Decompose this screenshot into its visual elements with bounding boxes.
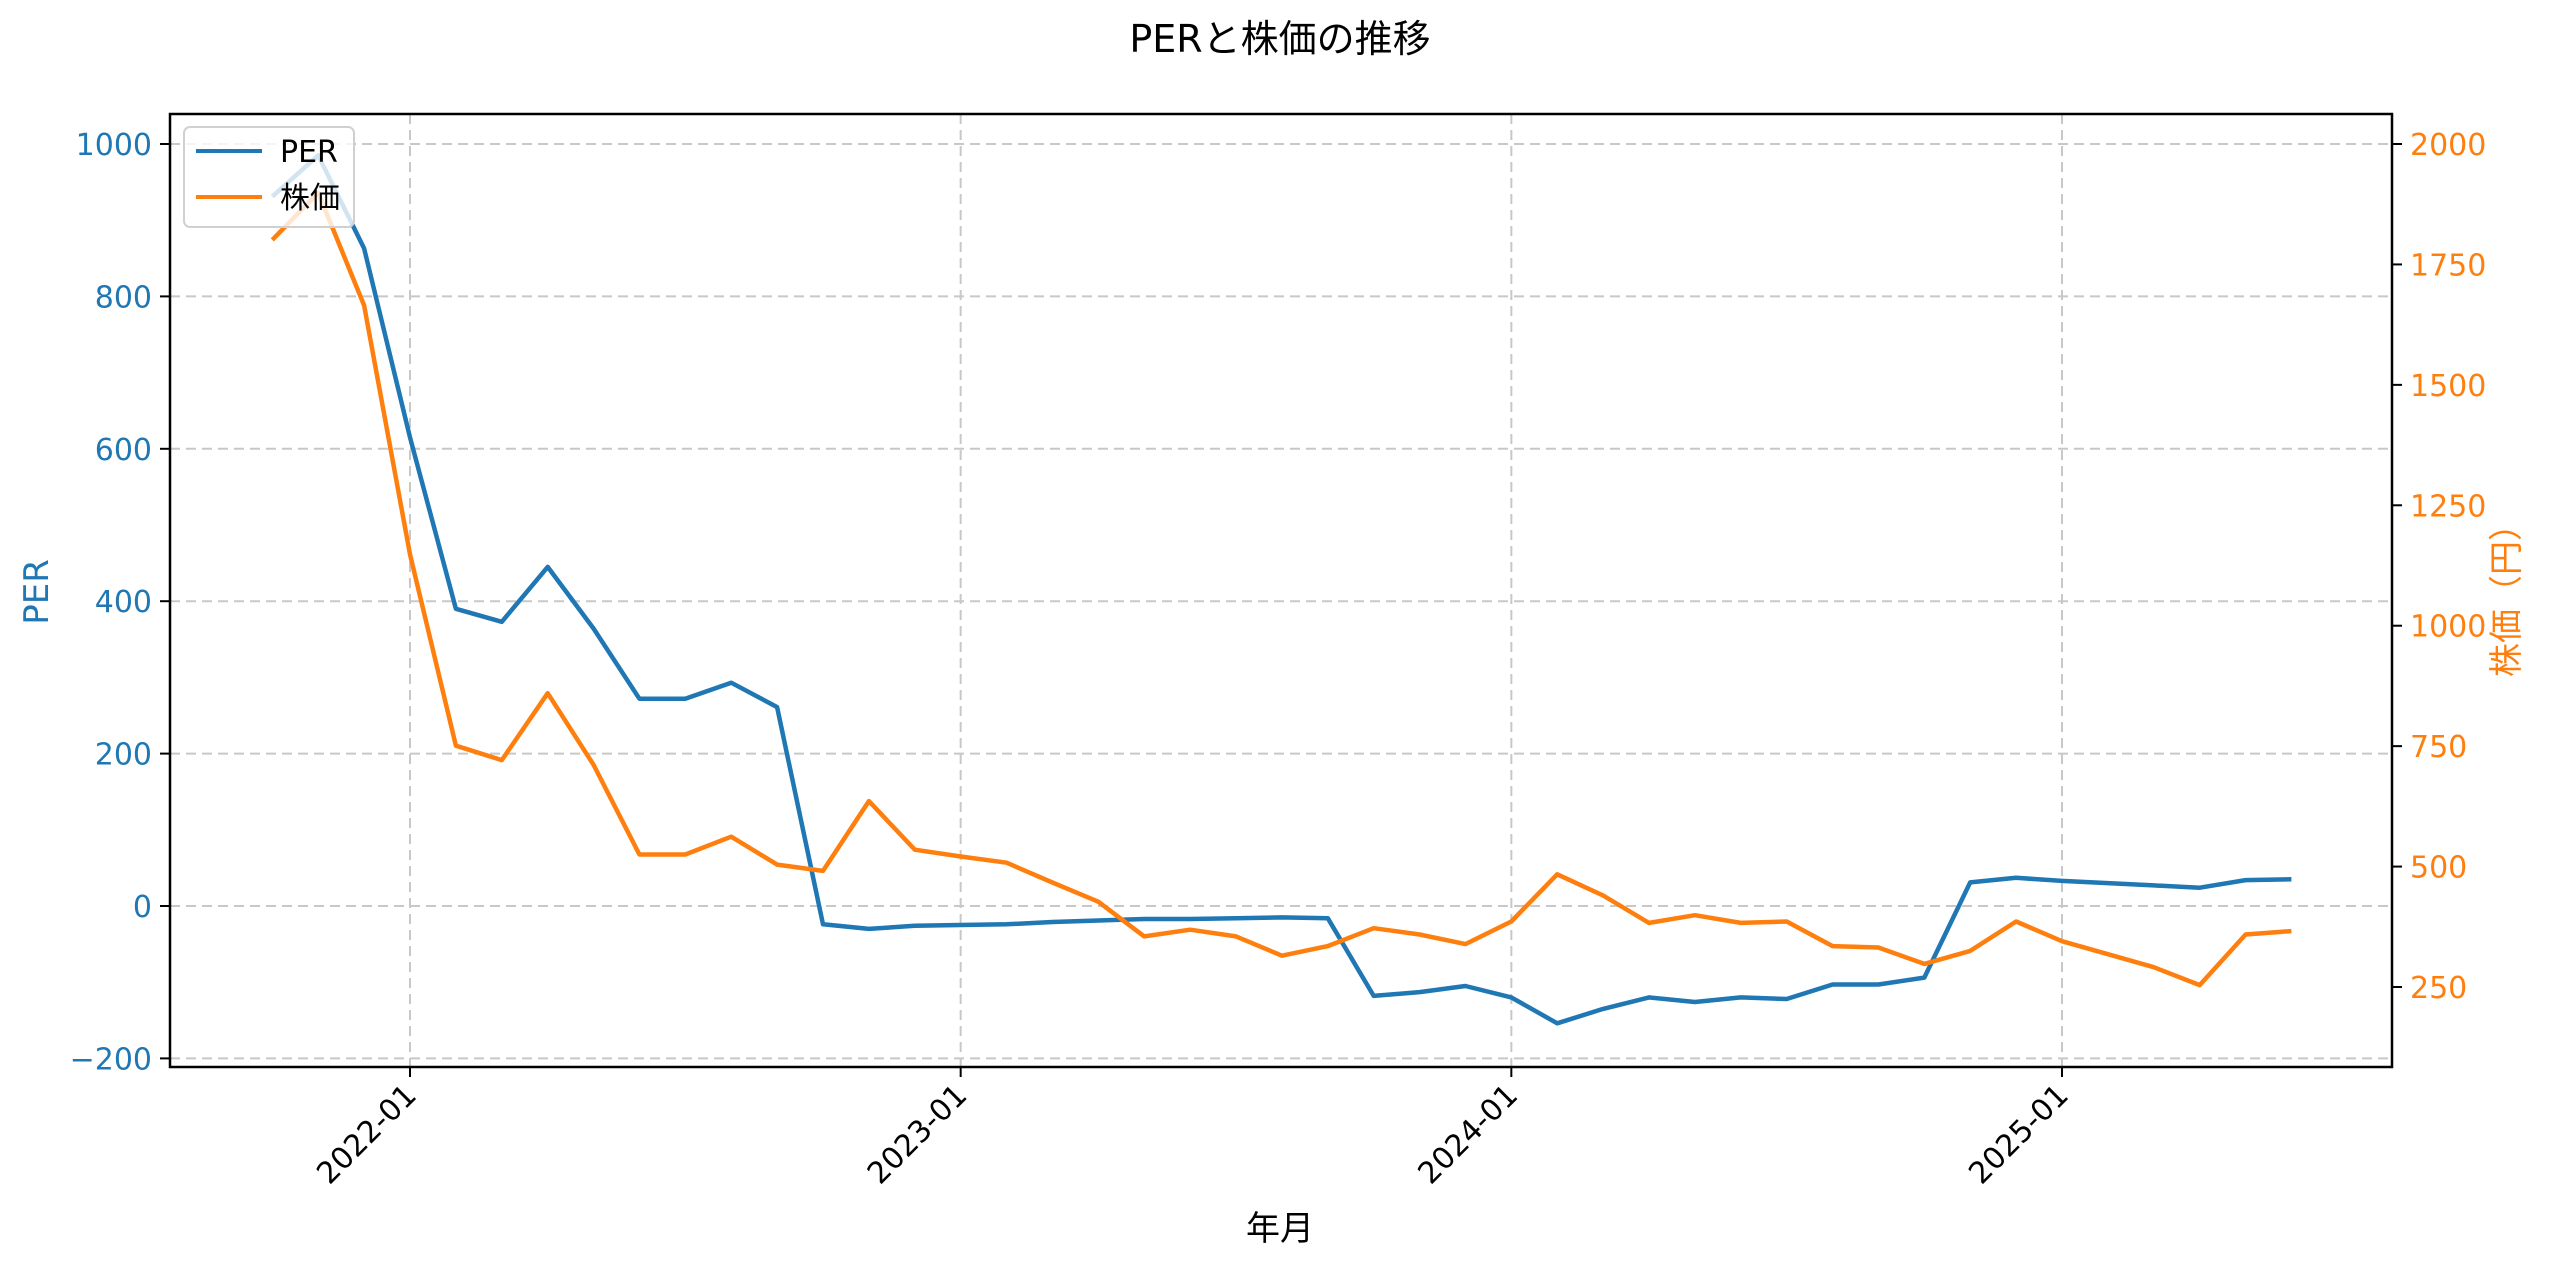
- tick-label-right: 750: [2410, 730, 2467, 765]
- grid-lines: [170, 114, 2392, 1067]
- tick-label-left: 600: [95, 433, 152, 468]
- tick-label-right: 1000: [2410, 610, 2486, 645]
- chart-title: PERと株価の推移: [1129, 17, 1430, 61]
- tick-label-left: 0: [133, 890, 152, 925]
- tick-label-right: 1250: [2410, 489, 2486, 524]
- tick-label-right: 2000: [2410, 128, 2486, 163]
- tick-label-left: 400: [95, 585, 152, 620]
- per-line: [270, 153, 2292, 1026]
- plot-frame: [168, 112, 2394, 1069]
- price-line: [270, 190, 2292, 988]
- right-axis-ticks: 250 500 750 1000 1250 1500 1750 2000: [2392, 128, 2486, 1006]
- legend-label-price: 株価: [280, 181, 340, 216]
- legend: PER 株価: [183, 126, 355, 228]
- left-axis-ticks: −200 0 200 400 600 800 1000: [70, 128, 170, 1077]
- y-axis-label-left: PER: [17, 559, 57, 625]
- tick-label-left: 1000: [76, 128, 152, 163]
- tick-label-left: −200: [70, 1042, 152, 1077]
- y-axis-label-right: 株価（円）: [2487, 507, 2527, 677]
- tick-label-right: 1500: [2410, 369, 2486, 404]
- tick-label-right: 250: [2410, 971, 2467, 1006]
- x-axis-label: 年月: [1246, 1209, 1314, 1249]
- tick-label-left: 800: [95, 280, 152, 315]
- tick-label-left: 200: [95, 738, 152, 773]
- tick-label-right: 1750: [2410, 248, 2486, 283]
- legend-label-per: PER: [280, 135, 338, 170]
- tick-label-right: 500: [2410, 851, 2467, 886]
- series-lines: [270, 153, 2292, 1026]
